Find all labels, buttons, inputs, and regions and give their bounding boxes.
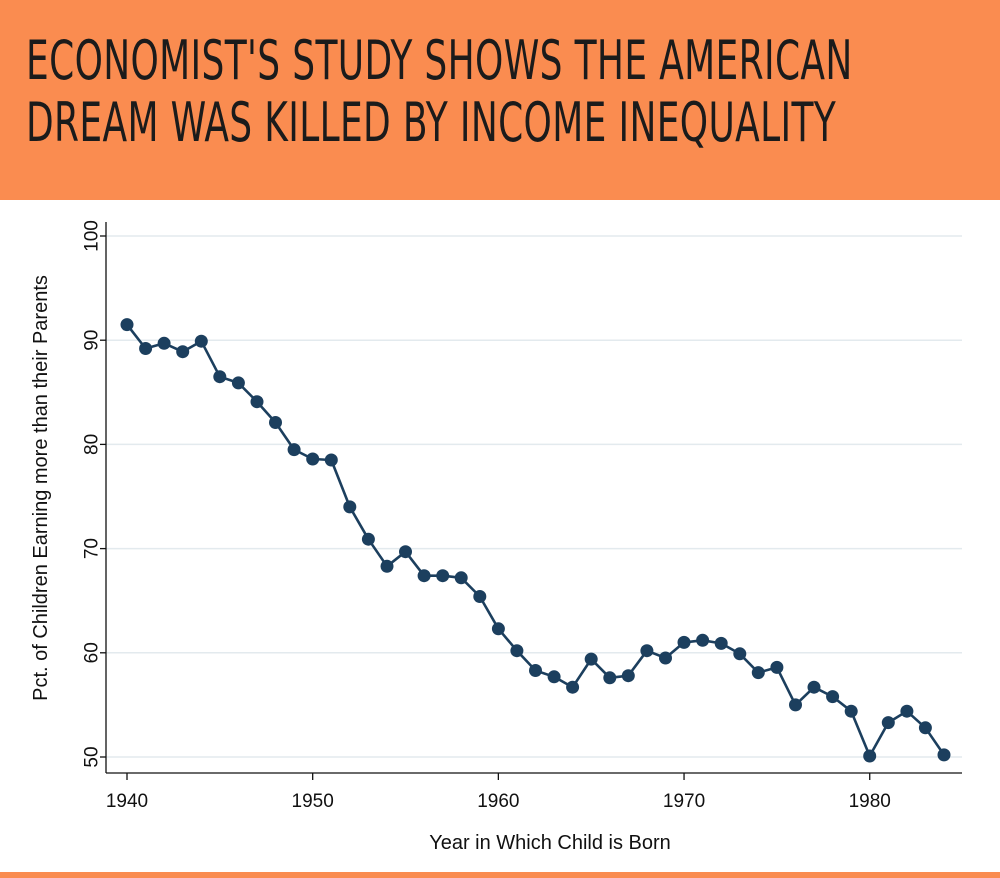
- y-axis-title: Pct. of Children Earning more than their…: [30, 275, 52, 701]
- data-point-1955: [399, 545, 412, 559]
- data-point-1948: [269, 416, 282, 429]
- data-point-1965: [584, 652, 598, 666]
- data-point-1941: [139, 342, 153, 355]
- headline-line-1: ECONOMIST'S STUDY SHOWS THE AMERICAN: [26, 29, 853, 92]
- data-point-1978: [826, 690, 840, 704]
- data-point-1952: [343, 500, 357, 514]
- headline-banner: ECONOMIST'S STUDY SHOWS THE AMERICAN DRE…: [0, 0, 1000, 200]
- data-point-1961: [510, 644, 524, 658]
- data-point-1964: [566, 680, 580, 694]
- data-point-1944: [194, 334, 208, 348]
- x-tick-label-1960: 1960: [477, 791, 519, 812]
- series-line: [125, 323, 946, 758]
- data-point-1967: [621, 669, 635, 683]
- y-tick-label-60: 60: [82, 642, 103, 663]
- axes: [100, 222, 962, 780]
- data-point-1971: [696, 633, 710, 647]
- x-tick-label-1980: 1980: [849, 791, 891, 812]
- data-point-1946: [231, 376, 245, 390]
- headline-line-2: DREAM WAS KILLED BY INCOME INEQUALITY: [26, 91, 837, 154]
- data-point-1957: [436, 569, 450, 583]
- y-tick-label-70: 70: [82, 538, 103, 559]
- data-point-1979: [844, 704, 858, 718]
- data-point-1984: [937, 748, 951, 762]
- data-point-1954: [380, 559, 394, 573]
- bottom-accent-strip: [0, 872, 1000, 878]
- data-point-1945: [213, 370, 227, 384]
- data-point-1949: [287, 443, 301, 457]
- data-point-1953: [361, 532, 375, 546]
- data-point-1981: [881, 716, 895, 730]
- data-point-1974: [751, 666, 765, 680]
- x-tick-label-1940: 1940: [106, 791, 148, 812]
- data-point-1980: [863, 749, 877, 763]
- data-point-1976: [789, 698, 802, 712]
- y-tick-label-100: 100: [82, 220, 103, 252]
- data-point-1982: [900, 704, 914, 718]
- data-point-1947: [250, 395, 264, 409]
- data-point-1951: [324, 453, 338, 467]
- data-point-1960: [491, 622, 505, 636]
- data-point-1973: [733, 647, 747, 661]
- x-axis-title: Year in Which Child is Born: [429, 832, 671, 854]
- x-tick-label-1950: 1950: [292, 791, 334, 812]
- data-point-1940: [120, 318, 134, 332]
- data-point-1969: [659, 651, 672, 665]
- data-point-1970: [677, 635, 691, 649]
- data-point-1943: [176, 345, 190, 359]
- data-point-1942: [157, 336, 171, 350]
- data-point-1977: [807, 680, 821, 694]
- data-point-1966: [603, 671, 617, 685]
- data-point-1972: [714, 636, 728, 650]
- data-point-1958: [454, 571, 468, 585]
- data-point-1983: [918, 721, 932, 735]
- tick-labels: 50 60 70 80 90 100 1940 1950 1960 1970 1980: [82, 220, 891, 812]
- y-tick-label-90: 90: [82, 330, 103, 351]
- data-point-1962: [529, 664, 542, 677]
- data-point-1959: [473, 590, 487, 603]
- x-tick-label-1970: 1970: [663, 791, 705, 812]
- data-point-1975: [770, 660, 784, 674]
- data-point-1956: [417, 569, 431, 583]
- grid-lines: [106, 235, 962, 758]
- data-point-1968: [640, 644, 654, 658]
- data-series: [120, 318, 951, 763]
- data-point-1950: [306, 452, 320, 466]
- headline: ECONOMIST'S STUDY SHOWS THE AMERICAN DRE…: [26, 29, 853, 154]
- y-tick-label-50: 50: [82, 746, 103, 767]
- y-tick-label-80: 80: [82, 434, 103, 455]
- data-point-1963: [547, 670, 561, 684]
